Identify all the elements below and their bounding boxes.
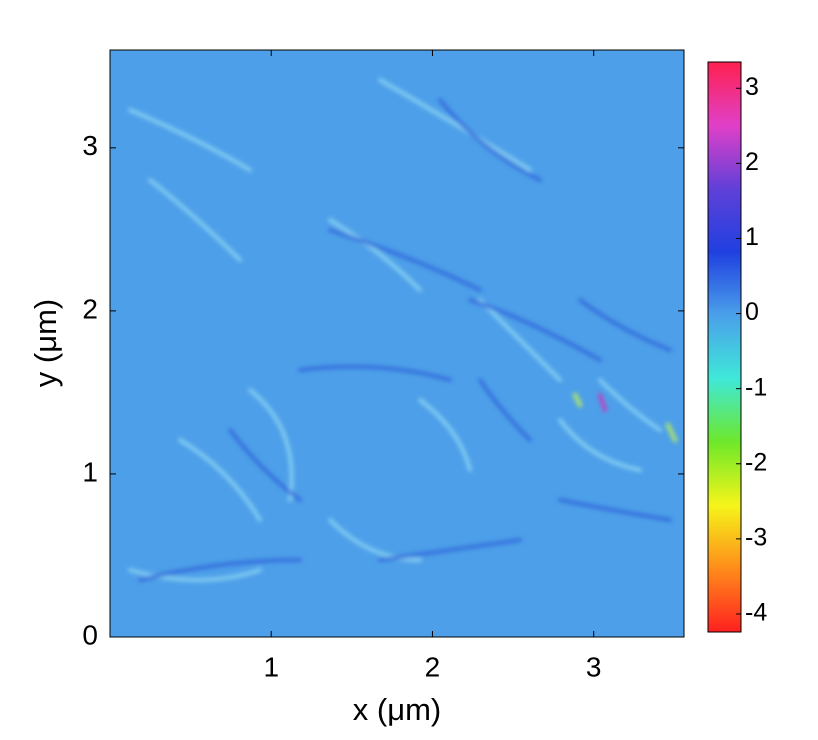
- y-tick-label: 0: [82, 619, 98, 650]
- colorbar: [707, 61, 742, 633]
- x-tick-label: 1: [263, 651, 279, 682]
- colorbar-tick-label: 0: [745, 298, 759, 326]
- colorbar-tick-label: 1: [745, 223, 759, 251]
- y-tick-label: 3: [82, 130, 98, 161]
- y-tick-label: 1: [82, 456, 98, 487]
- x-axis-label: x (μm): [353, 692, 441, 727]
- heatmap-field: [110, 50, 684, 637]
- colorbar-tick-label: 2: [745, 148, 759, 176]
- y-axis-label: y (μm): [28, 299, 63, 387]
- colorbar-tick-label: 3: [745, 73, 759, 101]
- heatmap-texture: [128, 78, 678, 582]
- plot-frame: [109, 49, 685, 638]
- x-tick-label: 2: [425, 651, 441, 682]
- colorbar-tick-label: -3: [745, 523, 767, 551]
- x-tick-label: 3: [586, 651, 602, 682]
- colorbar-tick-label: -1: [745, 373, 767, 401]
- y-tick-label: 2: [82, 293, 98, 324]
- colorbar-tick-label: -2: [745, 448, 767, 476]
- colorbar-tick-label: -4: [745, 599, 767, 627]
